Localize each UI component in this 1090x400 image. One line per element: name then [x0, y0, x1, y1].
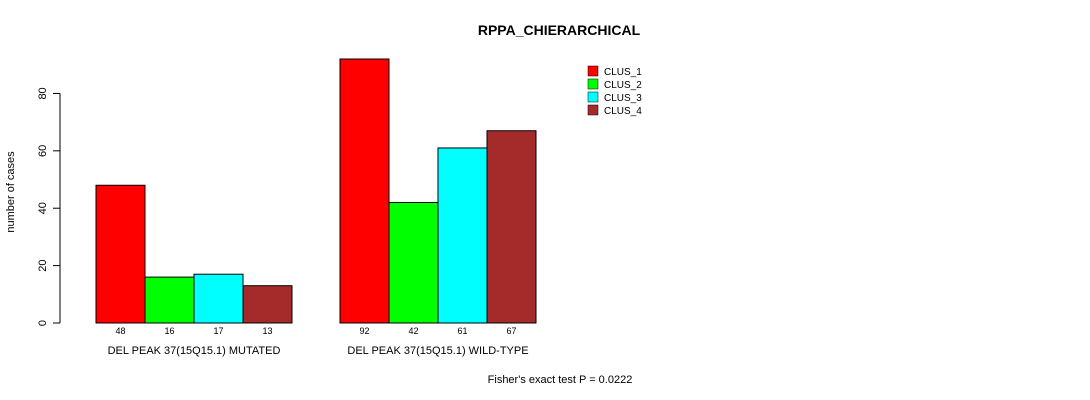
- legend-label: CLUS_4: [604, 106, 642, 117]
- bars: [95, 58, 537, 324]
- bar-clus-1: [95, 184, 146, 324]
- legend-label: CLUS_2: [604, 80, 642, 91]
- fisher-test-annotation: Fisher's exact test P = 0.0222: [488, 374, 633, 386]
- bar-labels: 48 16 17 13 92 42 61 67: [115, 326, 516, 336]
- y-tick-label: 40: [37, 202, 49, 214]
- legend-swatch: [587, 65, 599, 77]
- bar-count-label: 13: [262, 326, 272, 336]
- bar-count-label: 17: [213, 326, 223, 336]
- bar-count-label: 92: [359, 326, 369, 336]
- bar-clus-4: [486, 130, 537, 324]
- bar-count-label: 16: [164, 326, 174, 336]
- y-tick-label: 0: [37, 320, 49, 326]
- y-axis: 0 20 40 60 80: [37, 87, 61, 326]
- bar-clus-4: [242, 285, 293, 324]
- group-label: DEL PEAK 37(15Q15.1) MUTATED: [108, 345, 281, 357]
- bar-count-label: 42: [408, 326, 418, 336]
- group-labels: DEL PEAK 37(15Q15.1) MUTATED DEL PEAK 37(…: [108, 345, 529, 357]
- legend-swatch: [587, 78, 599, 90]
- y-tick-label: 20: [37, 259, 49, 271]
- chart-title: RPPA_CHIERARCHICAL: [478, 22, 641, 38]
- bar-clus-1: [339, 58, 390, 324]
- bar-count-label: 67: [506, 326, 516, 336]
- legend: CLUS_1 CLUS_2 CLUS_3 CLUS_4: [587, 65, 642, 117]
- y-axis-title: number of cases: [5, 151, 17, 233]
- group-label: DEL PEAK 37(15Q15.1) WILD-TYPE: [347, 345, 528, 357]
- y-tick-label: 80: [37, 87, 49, 99]
- y-tick-label: 60: [37, 145, 49, 157]
- bar-count-label: 48: [115, 326, 125, 336]
- legend-label: CLUS_3: [604, 93, 642, 104]
- bar-clus-3: [193, 273, 244, 324]
- legend-swatch: [587, 91, 599, 103]
- bar-clus-3: [437, 147, 488, 324]
- bar-count-label: 61: [457, 326, 467, 336]
- legend-label: CLUS_1: [604, 67, 642, 78]
- bar-clus-2: [144, 276, 195, 324]
- legend-swatch: [587, 104, 599, 116]
- bar-clus-2: [388, 201, 439, 324]
